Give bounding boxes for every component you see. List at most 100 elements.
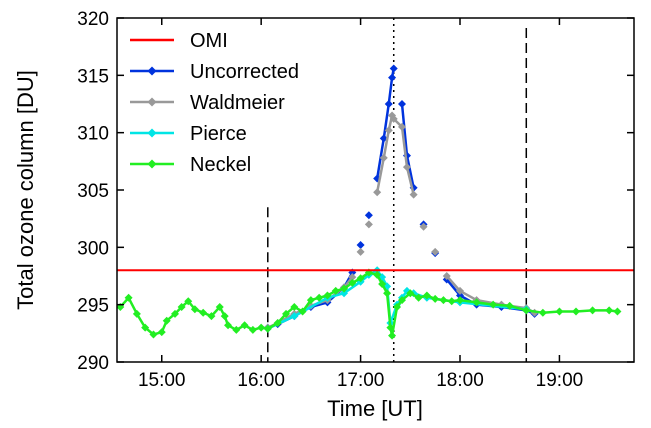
data-point-neckel xyxy=(240,321,249,330)
y-tick-label: 290 xyxy=(77,353,109,374)
data-point-neckel xyxy=(472,298,481,307)
data-point-waldmeier xyxy=(356,247,365,256)
data-point-neckel xyxy=(588,306,597,315)
data-point-neckel xyxy=(184,297,193,306)
data-point-waldmeier xyxy=(456,286,465,295)
data-point-neckel xyxy=(356,274,365,283)
data-point-neckel xyxy=(447,297,456,306)
data-point-neckel xyxy=(248,325,257,334)
data-point-pierce xyxy=(340,289,349,298)
data-point-neckel xyxy=(263,324,272,333)
series-line-pierce xyxy=(267,269,527,330)
data-point-neckel xyxy=(406,289,415,298)
data-point-neckel xyxy=(572,307,581,316)
data-point-neckel xyxy=(224,321,233,330)
data-point-uncorrected xyxy=(356,241,365,250)
legend-marker-neckel xyxy=(147,159,157,169)
data-point-neckel xyxy=(388,331,397,340)
legend-label-omi: OMI xyxy=(190,30,228,52)
data-point-waldmeier xyxy=(419,222,428,231)
legend-label-uncorrected: Uncorrected xyxy=(190,61,299,83)
data-point-waldmeier xyxy=(442,272,451,280)
y-tick-label: 300 xyxy=(77,238,109,259)
data-point-neckel xyxy=(215,302,224,311)
data-point-neckel xyxy=(170,309,179,318)
legend-label-neckel: Neckel xyxy=(190,154,251,176)
data-point-neckel xyxy=(422,291,431,300)
legend-entry-neckel: Neckel xyxy=(130,154,251,176)
x-tick-label: 17:00 xyxy=(337,370,385,391)
data-point-waldmeier xyxy=(389,114,398,123)
series-layer xyxy=(116,64,634,340)
data-point-pierce xyxy=(290,312,299,321)
data-point-neckel xyxy=(141,323,150,332)
data-point-neckel xyxy=(613,307,622,316)
data-point-waldmeier xyxy=(364,220,373,229)
legend-entry-pierce: Pierce xyxy=(130,123,247,145)
data-point-neckel xyxy=(340,284,349,293)
legend-entry-waldmeier: Waldmeier xyxy=(130,92,285,114)
data-point-waldmeier xyxy=(402,163,411,172)
data-point-neckel xyxy=(331,286,340,295)
data-point-neckel xyxy=(157,328,166,337)
data-point-neckel xyxy=(439,296,448,305)
x-tick-label: 18:00 xyxy=(436,370,484,391)
series-neckel xyxy=(116,268,622,340)
data-point-neckel xyxy=(383,289,392,298)
y-tick-label: 320 xyxy=(77,9,109,30)
data-point-neckel xyxy=(257,323,266,332)
data-point-neckel xyxy=(373,270,382,279)
legend-marker-uncorrected xyxy=(147,66,157,76)
data-point-uncorrected xyxy=(456,291,465,300)
y-axis-title: Total ozone column [DU] xyxy=(13,70,38,310)
data-point-neckel xyxy=(306,296,315,305)
data-point-neckel xyxy=(538,308,547,317)
data-point-neckel xyxy=(605,306,614,315)
x-tick-label: 19:00 xyxy=(536,370,584,391)
data-point-uncorrected xyxy=(389,64,398,73)
legend-entry-omi: OMI xyxy=(130,30,228,52)
series-pierce xyxy=(263,266,531,333)
data-point-neckel xyxy=(149,330,158,339)
data-point-neckel xyxy=(124,293,133,302)
data-point-neckel xyxy=(505,301,514,310)
legend-label-waldmeier: Waldmeier xyxy=(190,92,285,114)
data-point-uncorrected xyxy=(388,73,397,82)
axis-ticks: 15:00 16:00 17:00 18:00 19:00 290 295 300 305 310… xyxy=(77,9,634,391)
legend-marker-waldmeier xyxy=(147,97,157,107)
data-point-waldmeier xyxy=(431,247,440,256)
data-point-neckel xyxy=(290,302,299,311)
x-tick-label: 16:00 xyxy=(237,370,285,391)
data-point-neckel xyxy=(456,296,465,305)
data-point-neckel xyxy=(162,316,171,325)
x-tick-label: 15:00 xyxy=(138,370,186,391)
data-point-uncorrected xyxy=(364,211,373,220)
y-tick-label: 305 xyxy=(77,181,109,202)
data-point-waldmeier xyxy=(384,126,393,135)
data-point-waldmeier xyxy=(348,273,357,282)
data-point-neckel xyxy=(398,296,407,305)
data-point-neckel xyxy=(555,307,564,316)
data-point-neckel xyxy=(282,309,291,318)
data-point-neckel xyxy=(232,325,241,334)
data-point-waldmeier xyxy=(398,122,407,131)
series-uncorrected xyxy=(263,64,539,332)
data-point-neckel xyxy=(273,319,282,328)
data-point-uncorrected xyxy=(398,100,407,108)
data-point-neckel xyxy=(393,302,402,311)
legend-marker-pierce xyxy=(147,128,157,138)
data-point-neckel xyxy=(522,306,531,315)
legend-label-pierce: Pierce xyxy=(190,123,247,145)
data-point-waldmeier xyxy=(409,190,418,199)
data-point-neckel xyxy=(132,309,141,318)
data-point-neckel xyxy=(207,312,216,321)
data-point-neckel xyxy=(177,302,186,311)
data-point-neckel xyxy=(199,308,208,317)
data-point-neckel xyxy=(348,278,357,287)
data-point-neckel xyxy=(431,294,440,303)
data-point-neckel xyxy=(315,293,324,302)
y-tick-label: 315 xyxy=(77,66,109,87)
data-point-uncorrected xyxy=(384,100,393,108)
data-point-neckel xyxy=(378,280,387,289)
series-line-neckel xyxy=(119,271,618,337)
